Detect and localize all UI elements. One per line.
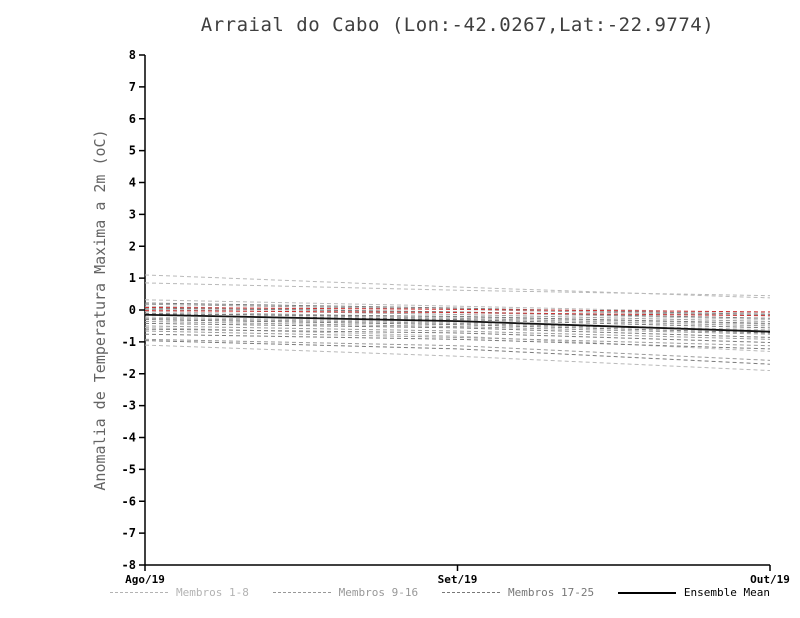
chart-title: Arraial do Cabo (Lon:-42.0267,Lat:-22.97… xyxy=(200,14,715,36)
series-line-membro-18 xyxy=(144,307,771,319)
series-line-destaque-2 xyxy=(144,310,771,317)
series-line-membro-11 xyxy=(144,312,771,327)
series-line-membro-13 xyxy=(144,320,771,335)
legend-item-membros-17-25: Membros 17-25 xyxy=(441,586,595,599)
solid-line-sample-icon xyxy=(617,591,676,594)
y-tick-label: 1 xyxy=(129,271,136,285)
series-line-membro-2 xyxy=(144,282,771,297)
legend-label: Ensemble Mean xyxy=(683,586,770,599)
legend-item-ensemble-mean: Ensemble Mean xyxy=(617,586,770,599)
y-tick-label: 4 xyxy=(129,176,136,190)
series-line-membro-5 xyxy=(144,311,771,325)
y-tick-label: -4 xyxy=(122,431,136,445)
y-tick-label: -5 xyxy=(122,462,136,476)
legend-item-membros-9-16: Membros 9-16 xyxy=(272,586,419,599)
series-line-membro-17 xyxy=(144,302,771,315)
series-line-ensemble-mean xyxy=(144,313,771,333)
series-line-membro-15 xyxy=(144,330,771,347)
y-tick-label: 3 xyxy=(129,207,136,221)
dashed-line-sample-icon xyxy=(441,592,500,593)
y-tick-label: 8 xyxy=(129,48,136,62)
y-tick-label: 0 xyxy=(129,303,136,317)
y-tick-label: 5 xyxy=(129,144,136,158)
y-tick-label: -6 xyxy=(122,494,136,508)
legend-label: Membros 1-8 xyxy=(176,586,249,599)
y-tick-label: 2 xyxy=(129,239,136,253)
y-tick-label: -2 xyxy=(122,367,136,381)
series-line-membro-14 xyxy=(144,325,771,340)
y-tick-label: -1 xyxy=(122,335,136,349)
y-tick-label: -7 xyxy=(122,526,136,540)
series-line-membro-25 xyxy=(144,313,771,324)
y-tick-label: -8 xyxy=(122,558,136,572)
dashed-line-sample-icon xyxy=(272,592,331,593)
dashed-line-sample-icon xyxy=(110,592,168,593)
legend-label: Membros 17-25 xyxy=(507,586,595,599)
x-tick-label: Ago/19 xyxy=(125,573,165,586)
y-tick-label: -3 xyxy=(122,399,136,413)
series-line-membro-20 xyxy=(144,319,771,334)
legend: Membros 1-8 Membros 9-16 Membros 17-25 E… xyxy=(110,586,770,599)
legend-item-membros-1-8: Membros 1-8 xyxy=(110,586,249,599)
y-tick-label: 6 xyxy=(129,112,136,126)
x-tick-label: Set/19 xyxy=(438,573,478,586)
series-line-destaque-1 xyxy=(144,306,771,313)
x-tick-label: Out/19 xyxy=(750,573,790,586)
legend-label: Membros 9-16 xyxy=(338,586,419,599)
series-line-membro-8 xyxy=(144,344,771,372)
series-line-membro-10 xyxy=(144,308,771,322)
series-line-membro-7 xyxy=(144,327,771,352)
series-line-membro-1 xyxy=(144,274,771,299)
series-line-membro-4 xyxy=(144,305,771,321)
series-line-membro-24 xyxy=(144,340,771,365)
series-line-membro-22 xyxy=(144,328,771,344)
series-line-membro-9 xyxy=(144,303,771,317)
series-line-membro-6 xyxy=(144,316,771,331)
series-line-membro-21 xyxy=(144,322,771,338)
series-line-membro-16 xyxy=(144,338,771,361)
series-line-membro-19 xyxy=(144,314,771,329)
series-line-membro-23 xyxy=(144,333,771,350)
y-tick-label: 7 xyxy=(129,80,136,94)
